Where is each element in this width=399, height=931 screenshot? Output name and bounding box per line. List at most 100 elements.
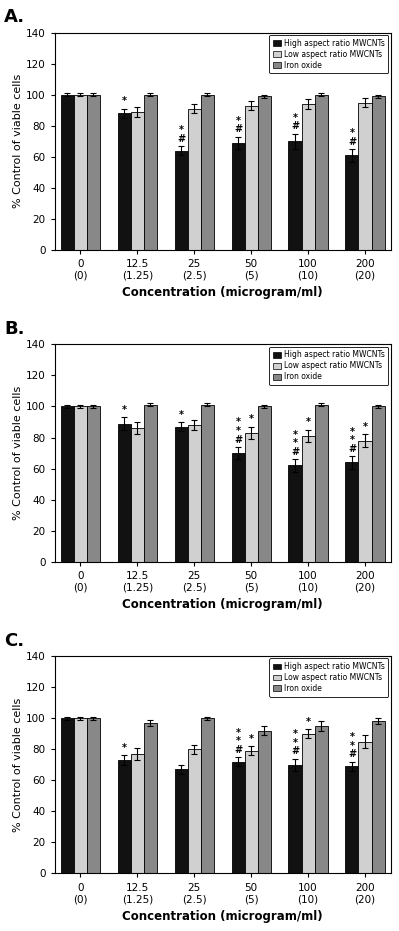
Bar: [358, 440, 371, 561]
Bar: [188, 109, 201, 250]
Text: *: *: [292, 439, 298, 449]
Bar: [201, 405, 214, 561]
Text: *: *: [350, 741, 354, 750]
Bar: [175, 151, 188, 250]
Bar: [258, 96, 271, 250]
Bar: [188, 425, 201, 561]
Text: *: *: [306, 717, 310, 727]
X-axis label: Concentration (microgram/ml): Concentration (microgram/ml): [122, 910, 323, 923]
X-axis label: Concentration (microgram/ml): Concentration (microgram/ml): [122, 598, 323, 611]
Y-axis label: % Control of viable cells: % Control of viable cells: [13, 697, 23, 832]
Bar: [61, 718, 74, 873]
Bar: [131, 112, 144, 250]
Text: *: *: [292, 729, 298, 739]
Bar: [358, 741, 371, 873]
Bar: [175, 426, 188, 561]
Bar: [201, 95, 214, 250]
Bar: [144, 95, 157, 250]
Text: B.: B.: [4, 320, 25, 338]
Text: *: *: [350, 436, 354, 445]
Bar: [302, 734, 315, 873]
Bar: [87, 718, 100, 873]
Legend: High aspect ratio MWCNTs, Low aspect ratio MWCNTs, Iron oxide: High aspect ratio MWCNTs, Low aspect rat…: [269, 346, 388, 385]
Bar: [315, 405, 328, 561]
Bar: [74, 718, 87, 873]
Bar: [231, 142, 245, 250]
Bar: [118, 114, 131, 250]
Bar: [371, 96, 385, 250]
Y-axis label: % Control of viable cells: % Control of viable cells: [13, 74, 23, 209]
Bar: [371, 722, 385, 873]
Bar: [74, 95, 87, 250]
Text: *: *: [249, 734, 254, 744]
Bar: [87, 407, 100, 561]
Text: *: *: [249, 414, 254, 425]
Text: #: #: [348, 749, 356, 760]
Bar: [302, 436, 315, 561]
Bar: [118, 424, 131, 561]
Text: *: *: [235, 736, 241, 746]
Bar: [258, 731, 271, 873]
Bar: [131, 754, 144, 873]
Bar: [258, 407, 271, 561]
Bar: [288, 142, 302, 250]
Bar: [346, 463, 358, 561]
Bar: [201, 718, 214, 873]
Bar: [346, 155, 358, 250]
Text: #: #: [234, 745, 242, 755]
Legend: High aspect ratio MWCNTs, Low aspect ratio MWCNTs, Iron oxide: High aspect ratio MWCNTs, Low aspect rat…: [269, 658, 388, 696]
Text: *: *: [235, 417, 241, 427]
Text: *: *: [179, 410, 184, 420]
Text: #: #: [291, 121, 299, 131]
Text: *: *: [235, 115, 241, 126]
Text: *: *: [292, 430, 298, 439]
Bar: [231, 762, 245, 873]
Text: *: *: [179, 125, 184, 135]
Bar: [358, 102, 371, 250]
Text: *: *: [292, 113, 298, 123]
Text: #: #: [348, 137, 356, 147]
Text: *: *: [122, 405, 127, 415]
Bar: [315, 726, 328, 873]
Text: *: *: [235, 728, 241, 737]
Bar: [245, 750, 258, 873]
Text: *: *: [363, 422, 367, 432]
Bar: [288, 466, 302, 561]
Bar: [288, 764, 302, 873]
Bar: [61, 407, 74, 561]
Text: A.: A.: [4, 8, 26, 26]
Bar: [302, 104, 315, 250]
Bar: [315, 95, 328, 250]
Bar: [61, 95, 74, 250]
Bar: [188, 749, 201, 873]
Bar: [118, 760, 131, 873]
Bar: [87, 95, 100, 250]
Text: *: *: [292, 737, 298, 748]
Text: #: #: [348, 444, 356, 453]
Text: #: #: [234, 435, 242, 444]
Bar: [346, 766, 358, 873]
Text: #: #: [234, 125, 242, 134]
Bar: [144, 405, 157, 561]
Bar: [245, 105, 258, 250]
Text: *: *: [235, 426, 241, 436]
Text: *: *: [122, 743, 127, 753]
Bar: [131, 428, 144, 561]
Text: #: #: [291, 447, 299, 457]
Bar: [231, 453, 245, 561]
Text: *: *: [350, 128, 354, 138]
Bar: [245, 433, 258, 561]
Text: *: *: [350, 733, 354, 742]
Bar: [144, 722, 157, 873]
Text: *: *: [122, 97, 127, 106]
Text: #: #: [291, 747, 299, 756]
Y-axis label: % Control of viable cells: % Control of viable cells: [13, 386, 23, 520]
Bar: [371, 407, 385, 561]
Text: C.: C.: [4, 631, 24, 650]
Text: *: *: [306, 417, 310, 427]
Text: #: #: [177, 134, 185, 143]
Bar: [74, 407, 87, 561]
X-axis label: Concentration (microgram/ml): Concentration (microgram/ml): [122, 286, 323, 299]
Text: *: *: [350, 426, 354, 437]
Bar: [175, 769, 188, 873]
